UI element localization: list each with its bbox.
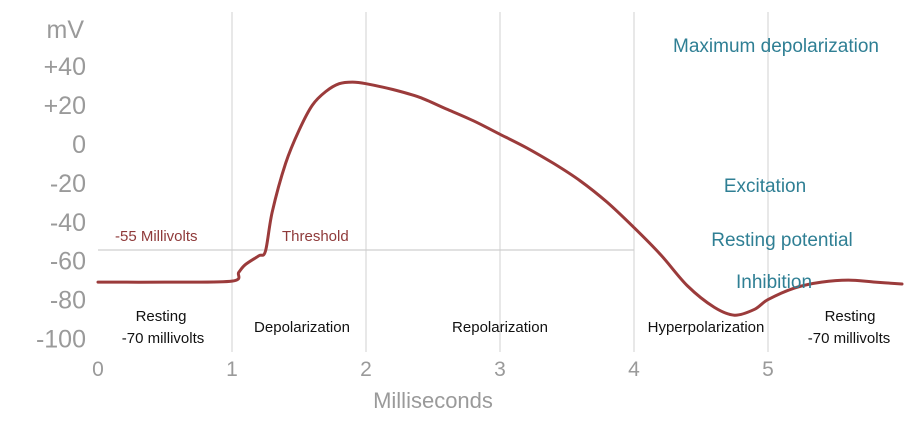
depolarization-label: Depolarization bbox=[254, 319, 350, 336]
maximum-depolarization-label: Maximum depolarization bbox=[673, 36, 879, 57]
hyperpolarization-label: Hyperpolarization bbox=[648, 319, 765, 336]
x-axis-title: Milliseconds bbox=[373, 388, 493, 413]
resting-potential-label: Resting potential bbox=[711, 230, 853, 251]
y-axis-title: mV bbox=[47, 16, 85, 44]
threshold-value-label: -55 Millivolts bbox=[115, 228, 198, 245]
threshold-label: Threshold bbox=[282, 228, 349, 245]
y-tick-label: -20 bbox=[50, 170, 86, 198]
resting-right-label-2: -70 millivolts bbox=[808, 330, 891, 347]
y-axis-ticks: +40 +20 0 -20 -40 -60 -80 -100 bbox=[36, 53, 86, 353]
excitation-label: Excitation bbox=[724, 176, 806, 197]
x-tick-label: 5 bbox=[762, 358, 774, 381]
y-tick-label: -40 bbox=[50, 209, 86, 237]
x-tick-label: 3 bbox=[494, 358, 506, 381]
y-tick-label: 0 bbox=[72, 131, 86, 159]
x-tick-label: 0 bbox=[92, 358, 104, 381]
y-tick-label: -80 bbox=[50, 287, 86, 315]
y-tick-label: +20 bbox=[44, 92, 86, 120]
resting-left-label-1: Resting bbox=[136, 308, 187, 325]
resting-left-label-2: -70 millivolts bbox=[122, 330, 205, 347]
inhibition-label: Inhibition bbox=[736, 272, 812, 293]
x-tick-label: 2 bbox=[360, 358, 372, 381]
vertical-gridlines bbox=[231, 12, 769, 352]
y-tick-label: +40 bbox=[44, 53, 86, 81]
repolarization-label: Repolarization bbox=[452, 319, 548, 336]
x-axis-ticks: 0 1 2 3 4 5 bbox=[92, 358, 774, 381]
y-tick-label: -100 bbox=[36, 326, 86, 354]
membrane-potential-line bbox=[96, 80, 904, 317]
y-tick-label: -60 bbox=[50, 248, 86, 276]
resting-right-label-1: Resting bbox=[825, 308, 876, 325]
x-tick-label: 1 bbox=[226, 358, 238, 381]
x-tick-label: 4 bbox=[628, 358, 640, 381]
